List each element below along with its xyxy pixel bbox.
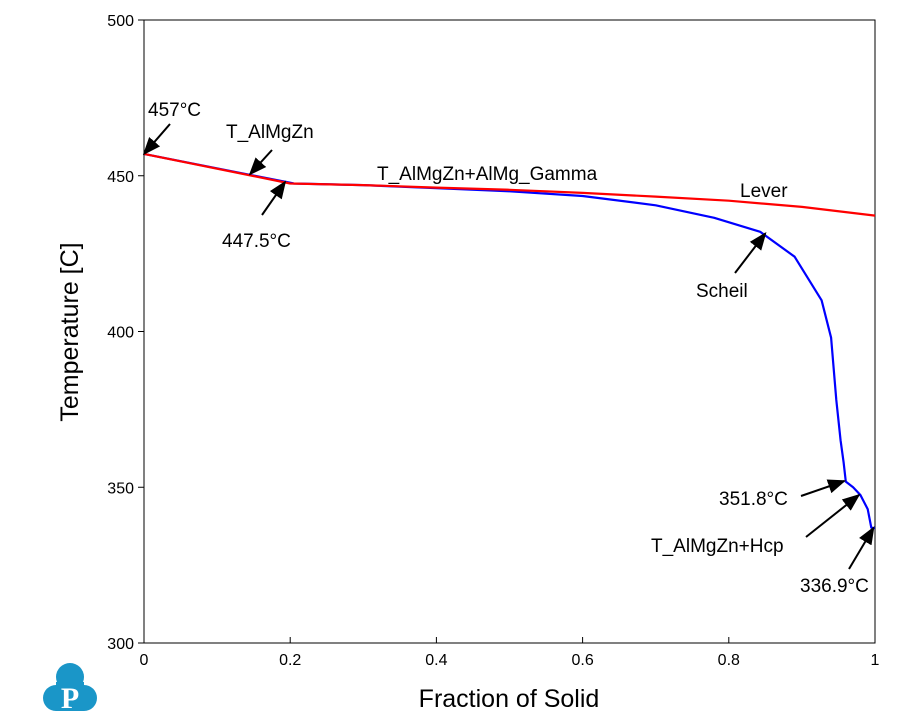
annotation-arrow <box>848 526 875 570</box>
x-tick-label: 0.6 <box>571 652 593 669</box>
logo: P <box>43 663 97 715</box>
x-tick-label: 1 <box>871 652 880 669</box>
axes: 0 0.2 0.4 0.6 0.8 1 300 350 400 450 500 <box>107 13 879 669</box>
y-tick-label: 350 <box>107 480 134 497</box>
series-line-scheil <box>143 152 876 530</box>
y-axis-label: Temperature [C] <box>56 242 84 421</box>
series-lines <box>143 152 876 530</box>
annotation-arrow <box>142 123 171 156</box>
annotation-label: T_AlMgZn+Hcp <box>651 536 784 557</box>
annotation-label: Lever <box>740 181 788 202</box>
y-tick-label: 400 <box>107 325 134 342</box>
y-tick-label: 500 <box>107 13 134 30</box>
annotation-arrow <box>261 180 287 216</box>
annotation-label: 457°C <box>148 100 201 121</box>
annotation-label: 336.9°C <box>800 576 869 597</box>
x-tick-label: 0.2 <box>279 652 301 669</box>
logo-shape <box>56 682 84 711</box>
annotation-arrow <box>800 479 846 497</box>
annotation-arrow <box>805 493 861 538</box>
annotations: 457°C T_AlMgZn 447.5°C T_AlMgZn+AlMg_Gamma L… <box>142 100 875 597</box>
annotation-arrow <box>248 149 273 176</box>
annotation-label: 447.5°C <box>222 231 291 252</box>
y-tick-label: 450 <box>107 169 134 186</box>
logo-letter: P <box>61 682 79 715</box>
annotation-label: 351.8°C <box>719 489 788 510</box>
x-axis-label: Fraction of Solid <box>419 685 600 713</box>
annotation-label: T_AlMgZn <box>226 122 314 143</box>
y-tick-label: 300 <box>107 636 134 653</box>
annotation-label: Scheil <box>696 281 748 302</box>
x-tick-label: 0.4 <box>425 652 447 669</box>
annotation-label: T_AlMgZn+AlMg_Gamma <box>377 164 598 185</box>
x-tick-label: 0 <box>140 652 149 669</box>
x-tick-label: 0.8 <box>718 652 740 669</box>
annotation-arrow <box>734 231 767 274</box>
series-line-lever <box>143 152 876 217</box>
